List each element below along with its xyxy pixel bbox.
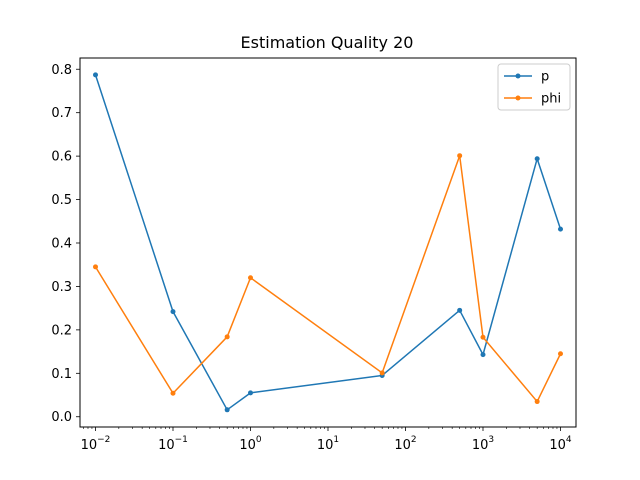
data-point-phi xyxy=(557,351,563,357)
legend-label-phi: phi xyxy=(541,92,561,107)
data-point-phi xyxy=(170,390,176,396)
y-tick-label: 0.1 xyxy=(51,367,72,382)
y-tick-label: 0.6 xyxy=(51,150,72,165)
x-tick-label: 103 xyxy=(472,435,494,453)
y-tick-label: 0.3 xyxy=(51,280,72,295)
y-axis: 0.0 0.1 0.2 0.3 0.4 0.5 0.6 0.7 0.8 xyxy=(51,63,80,425)
data-point-p xyxy=(170,309,176,315)
data-point-phi xyxy=(534,399,540,405)
legend-label-p: p xyxy=(541,70,549,85)
y-tick-label: 0.7 xyxy=(51,106,72,121)
data-point-phi xyxy=(247,275,253,281)
data-point-p xyxy=(480,352,486,358)
x-tick-label: 10−2 xyxy=(81,435,111,453)
legend-marker-phi xyxy=(515,95,521,101)
chart-title: Estimation Quality 20 xyxy=(241,33,414,52)
data-point-p xyxy=(224,407,230,413)
data-point-p xyxy=(457,307,463,313)
y-tick-label: 0.0 xyxy=(51,410,72,425)
y-tick-label: 0.8 xyxy=(51,63,72,78)
data-point-phi xyxy=(92,264,98,270)
x-axis: 10−2 10−1 100 101 102 103 104 xyxy=(81,427,572,453)
data-point-p xyxy=(247,390,253,396)
data-point-p xyxy=(92,72,98,78)
data-point-phi xyxy=(480,334,486,340)
x-tick-label: 100 xyxy=(239,435,262,453)
legend-marker-p xyxy=(515,73,521,79)
data-point-phi xyxy=(224,334,230,340)
data-point-phi xyxy=(457,153,463,159)
x-tick-label: 102 xyxy=(394,435,416,453)
series-layer xyxy=(92,72,563,413)
data-point-p xyxy=(557,226,563,232)
data-point-phi xyxy=(379,370,385,376)
x-tick-label: 101 xyxy=(317,435,339,453)
series-phi xyxy=(92,153,563,405)
y-tick-label: 0.4 xyxy=(51,236,72,251)
x-tick-label: 104 xyxy=(549,435,572,453)
x-tick-label: 10−1 xyxy=(158,435,188,453)
y-tick-label: 0.5 xyxy=(51,193,72,208)
data-point-p xyxy=(534,156,540,162)
legend: p phi xyxy=(497,63,571,111)
y-tick-label: 0.2 xyxy=(51,323,72,338)
